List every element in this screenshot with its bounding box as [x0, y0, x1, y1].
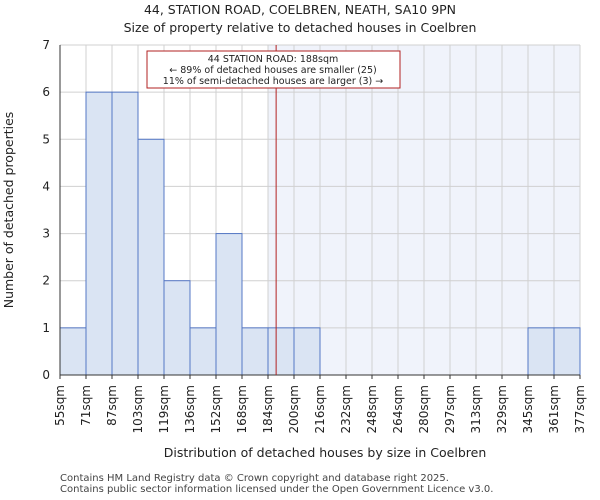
y-tick-label: 1 — [42, 321, 50, 335]
y-tick-label: 6 — [42, 85, 50, 99]
x-tick-label: 168sqm — [235, 385, 249, 433]
chart-subtitle: Size of property relative to detached ho… — [124, 20, 477, 35]
annotation-line-1: 44 STATION ROAD: 188sqm — [208, 54, 339, 65]
x-tick-label: 297sqm — [443, 385, 457, 433]
bar — [215, 233, 243, 376]
x-tick-label: 200sqm — [287, 385, 301, 433]
annotation-line-2: ← 89% of detached houses are smaller (25… — [169, 65, 376, 76]
x-tick-label: 184sqm — [261, 385, 275, 433]
x-tick-label: 248sqm — [365, 385, 379, 433]
y-tick-label: 7 — [42, 38, 50, 52]
x-tick-label: 119sqm — [157, 385, 171, 433]
x-tick-label: 87sqm — [105, 385, 119, 426]
y-tick-label: 3 — [42, 227, 50, 241]
y-axis-label: Number of detached properties — [1, 112, 16, 309]
y-tick-label: 5 — [42, 132, 50, 146]
x-tick-label: 280sqm — [417, 385, 431, 433]
bar — [293, 327, 321, 376]
bar — [111, 91, 139, 376]
x-tick-label: 152sqm — [209, 385, 223, 433]
annotation-line-3: 11% of semi-detached houses are larger (… — [163, 76, 383, 87]
x-tick-label: 136sqm — [183, 385, 197, 433]
y-tick-label: 4 — [42, 179, 50, 193]
x-tick-label: 345sqm — [521, 385, 535, 433]
bar — [241, 327, 269, 376]
bar — [527, 327, 555, 376]
bar — [59, 327, 87, 376]
x-tick-label: 216sqm — [313, 385, 327, 433]
annotation-box — [146, 50, 401, 89]
plot-area: 0 1 2 3 4 5 6 7 55sqm 71sqm 87sqm 103sqm 119sqm 136sq… — [42, 38, 587, 433]
histogram-chart: 44, STATION ROAD, COELBREN, NEATH, SA10 … — [1, 2, 587, 460]
y-tick-label: 0 — [42, 368, 50, 382]
x-tick-label: 103sqm — [131, 385, 145, 433]
bar — [553, 327, 581, 376]
chart-title: 44, STATION ROAD, COELBREN, NEATH, SA10 … — [144, 2, 456, 17]
x-tick-label: 361sqm — [547, 385, 561, 433]
y-tick-label: 2 — [42, 274, 50, 288]
x-tick-label: 313sqm — [469, 385, 483, 433]
bar — [267, 327, 295, 376]
bar — [137, 138, 165, 376]
x-tick-label: 329sqm — [495, 385, 509, 433]
x-tick-label: 232sqm — [339, 385, 353, 433]
bar — [189, 327, 217, 376]
x-tick-label: 377sqm — [573, 385, 587, 433]
x-tick-label: 71sqm — [79, 385, 93, 426]
x-tick-label: 264sqm — [391, 385, 405, 433]
bar — [85, 91, 113, 376]
x-axis-label: Distribution of detached houses by size … — [164, 445, 487, 460]
footer-line-1: Contains HM Land Registry data © Crown c… — [60, 473, 449, 484]
bar — [163, 280, 191, 376]
x-tick-label: 55sqm — [53, 385, 67, 426]
footer-line-2: Contains public sector information licen… — [60, 484, 494, 495]
